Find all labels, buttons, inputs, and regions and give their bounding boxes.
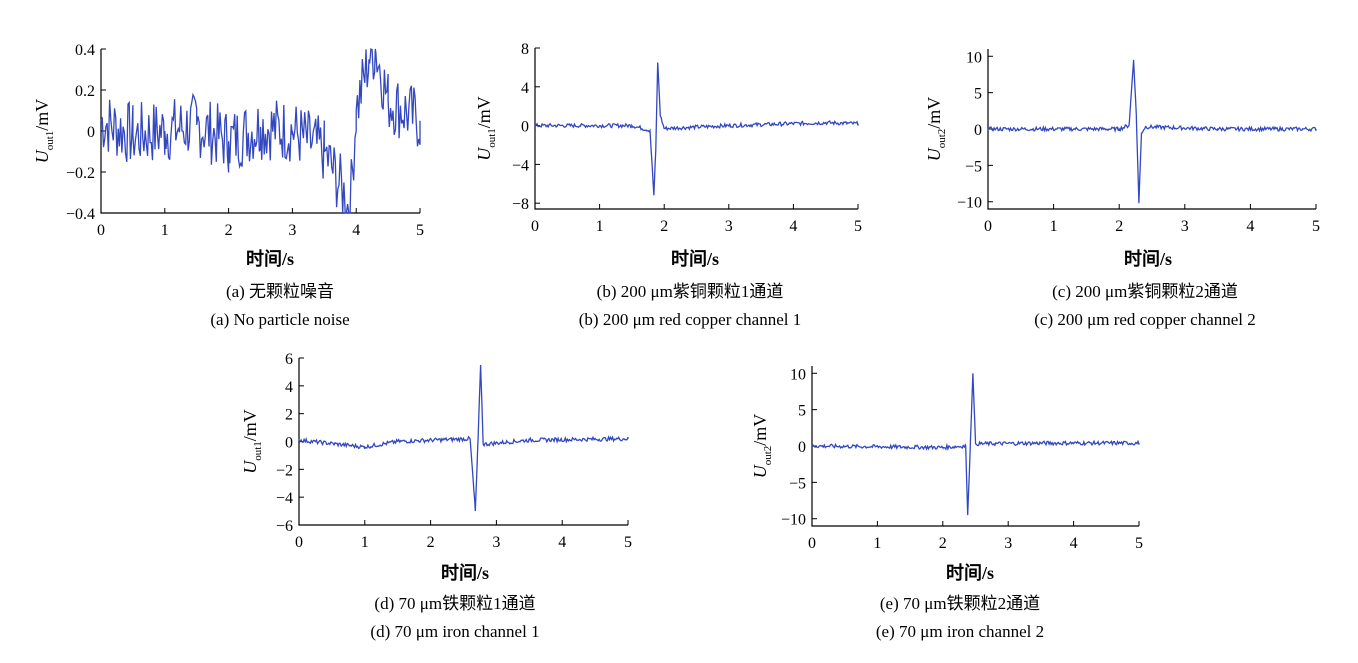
caption-zh: (b) 200 μm紫铜颗粒1通道 (597, 282, 784, 301)
caption-zh: (a) 无颗粒噪音 (226, 282, 334, 301)
axes-frame (534, 48, 858, 210)
y-tick-label: −5 (789, 475, 806, 492)
x-tick-label: 5 (854, 218, 862, 235)
y-tick-label: 0 (974, 122, 982, 139)
y-tick-label: −4 (276, 490, 293, 507)
x-tick-label: 5 (1312, 218, 1320, 235)
y-tick-label: 2 (285, 407, 293, 424)
x-tick-label: 5 (416, 222, 424, 239)
y-tick-label: −10 (957, 195, 982, 212)
y-tick-label: −5 (965, 158, 982, 175)
x-tick-label: 4 (1070, 535, 1078, 552)
series-line (987, 59, 1317, 204)
y-tick-label: 4 (285, 379, 293, 396)
x-tick-label: 5 (624, 534, 632, 551)
panel-4: 0 1 2 3 4 5 10 5 0 −5 −10 时间/s Uout2/mV (e) 70 μm铁颗粒2… (750, 366, 1143, 641)
y-tick-label: 8 (521, 41, 529, 58)
x-tick-label: 4 (789, 218, 797, 235)
x-axis-label: 时间/s (946, 563, 994, 583)
x-axis-label: 时间/s (246, 249, 294, 269)
y-tick-label: 10 (966, 49, 982, 66)
x-tick-label: 4 (1246, 218, 1254, 235)
x-tick-label: 3 (1004, 535, 1012, 552)
x-tick-label: 2 (427, 534, 435, 551)
panel-0: 0 1 2 3 4 5 0.4 0.2 0 −0.2 −0.4 时间/s Uout1/mV (a) 无颗粒… (32, 42, 424, 329)
y-tick-label: 5 (798, 403, 806, 420)
x-tick-label: 0 (531, 218, 539, 235)
caption-en: (d) 70 μm iron channel 1 (370, 622, 539, 641)
x-tick-label: 1 (873, 535, 881, 552)
caption-en: (a) No particle noise (210, 310, 349, 329)
x-tick-label: 0 (295, 534, 303, 551)
x-tick-label: 2 (225, 222, 233, 239)
x-tick-label: 4 (558, 534, 566, 551)
caption-en: (c) 200 μm red copper channel 2 (1034, 310, 1256, 329)
x-tick-label: 4 (352, 222, 360, 239)
caption-zh: (e) 70 μm铁颗粒2通道 (880, 594, 1040, 613)
y-tick-label: 5 (974, 86, 982, 103)
y-axis-label: Uout1/mV (32, 99, 56, 164)
caption-en: (b) 200 μm red copper channel 1 (579, 310, 801, 329)
x-tick-label: 1 (161, 222, 169, 239)
x-tick-label: 1 (596, 218, 604, 235)
y-tick-label: 0 (87, 124, 95, 141)
y-tick-label: −0.4 (66, 206, 95, 223)
x-tick-label: 2 (939, 535, 947, 552)
x-tick-label: 0 (808, 535, 816, 552)
x-tick-label: 2 (1115, 218, 1123, 235)
caption-en: (e) 70 μm iron channel 2 (876, 622, 1044, 641)
y-axis-label: Uout2/mV (750, 414, 774, 479)
x-axis-label: 时间/s (1124, 249, 1172, 269)
y-tick-label: 4 (521, 80, 529, 97)
y-tick-label: 0.2 (75, 83, 95, 100)
x-tick-label: 0 (984, 218, 992, 235)
axes-frame (298, 358, 628, 526)
caption-zh: (d) 70 μm铁颗粒1通道 (374, 594, 535, 613)
x-tick-label: 2 (660, 218, 668, 235)
y-tick-label: 0.4 (75, 42, 95, 59)
axes-frame (811, 366, 1139, 527)
x-tick-label: 3 (1181, 218, 1189, 235)
panel-1: 0 1 2 3 4 5 8 4 0 −4 −8 时间/s Uout1/mV (b) 200 μm紫铜颗粒1… (474, 41, 862, 329)
x-tick-label: 3 (725, 218, 733, 235)
y-tick-label: 6 (285, 351, 293, 368)
y-tick-label: −0.2 (66, 165, 95, 182)
x-tick-label: 0 (97, 222, 105, 239)
caption-zh: (c) 200 μm紫铜颗粒2通道 (1052, 282, 1238, 301)
x-tick-label: 1 (361, 534, 369, 551)
y-tick-label: −2 (276, 462, 293, 479)
series-line (100, 47, 421, 214)
panel-2: 0 1 2 3 4 5 10 5 0 −5 −10 时间/s Uout2/mV (c) 200 μm紫铜颗… (924, 49, 1320, 329)
series-line (298, 364, 629, 512)
y-tick-label: 0 (798, 439, 806, 456)
y-axis-label: Uout1/mV (240, 409, 264, 474)
x-tick-label: 3 (288, 222, 296, 239)
y-tick-label: 10 (790, 366, 806, 383)
x-axis-label: 时间/s (441, 563, 489, 583)
panel-3: 0 1 2 3 4 5 6 4 2 0 −2 −4 −6 时间/s Uout1/mV (d) 70 μm铁颗粒… (240, 351, 632, 641)
y-tick-label: −4 (512, 157, 529, 174)
y-axis-label: Uout2/mV (924, 97, 948, 162)
x-tick-label: 5 (1135, 535, 1143, 552)
y-tick-label: 0 (521, 119, 529, 136)
x-tick-label: 3 (492, 534, 500, 551)
series-line (534, 62, 859, 196)
y-tick-label: −6 (276, 518, 293, 535)
y-tick-label: 0 (285, 435, 293, 452)
x-axis-label: 时间/s (671, 249, 719, 269)
y-tick-label: −10 (781, 512, 806, 529)
x-tick-label: 1 (1050, 218, 1058, 235)
series-line (811, 373, 1140, 516)
y-tick-label: −8 (512, 196, 529, 213)
y-axis-label: Uout1/mV (474, 96, 498, 161)
